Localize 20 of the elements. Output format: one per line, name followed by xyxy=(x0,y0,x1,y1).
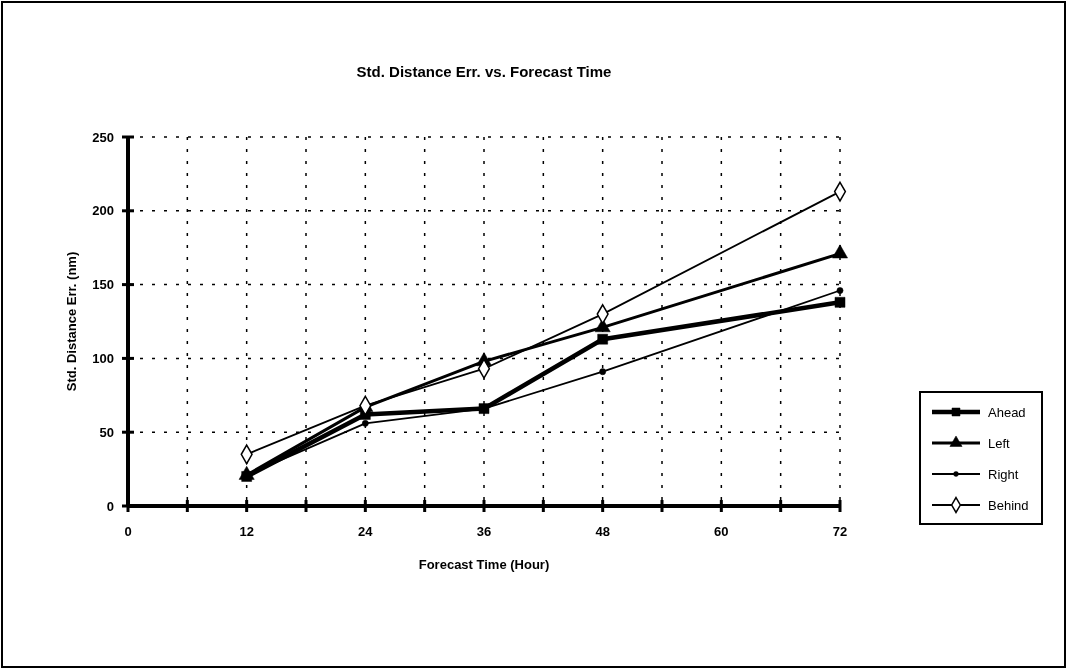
legend-label: Ahead xyxy=(988,404,1026,420)
y-tick-label: 200 xyxy=(92,203,114,219)
legend-label: Right xyxy=(988,466,1019,482)
chart-title: Std. Distance Err. vs. Forecast Time xyxy=(356,63,612,80)
x-tick-label: 36 xyxy=(476,524,492,539)
y-axis-title: Std. Distance Err. (nm) xyxy=(64,251,79,392)
x-tick-label: 24 xyxy=(358,524,374,539)
y-tick-label: 250 xyxy=(92,129,114,145)
y-tick-label: 50 xyxy=(99,424,114,440)
y-tick-label: 100 xyxy=(92,350,114,366)
x-axis-title: Forecast Time (Hour) xyxy=(418,557,550,572)
x-tick-label: 72 xyxy=(832,524,848,539)
y-tick-label: 150 xyxy=(92,277,114,293)
x-tick-label: 60 xyxy=(714,524,729,539)
x-tick-label: 12 xyxy=(239,524,254,539)
legend-label: Left xyxy=(988,435,1011,451)
legend-label: Behind xyxy=(988,497,1029,513)
y-tick-label: 0 xyxy=(106,498,114,514)
x-tick-label: 48 xyxy=(595,524,610,539)
x-tick-label: 0 xyxy=(124,524,132,539)
